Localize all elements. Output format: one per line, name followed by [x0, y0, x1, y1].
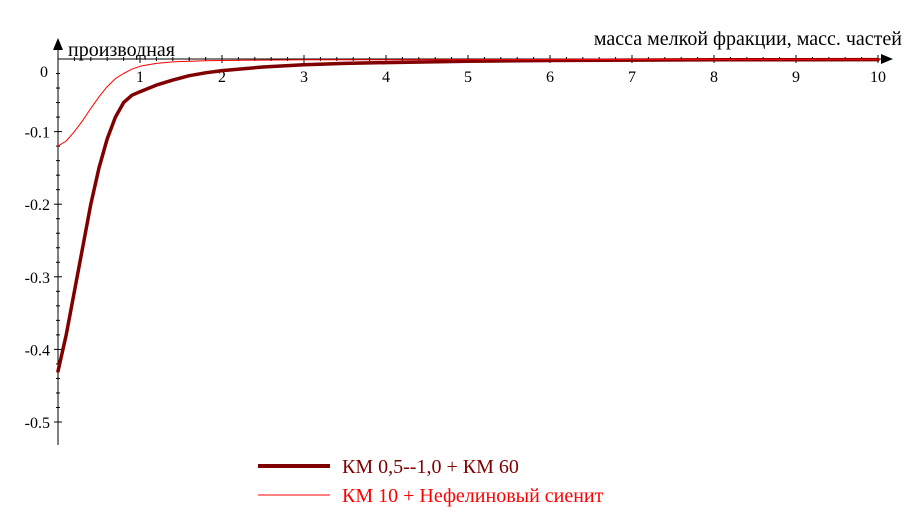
- y-tick-label: -0.4: [25, 342, 50, 359]
- x-axis-arrow: [881, 54, 893, 64]
- x-tick-label: 4: [382, 69, 390, 86]
- x-tick-label: 6: [546, 69, 554, 86]
- y-axis-arrow: [53, 38, 63, 50]
- x-tick-label: 10: [870, 69, 886, 86]
- legend-label-series-2: КМ 10 + Нефелиновый сиенит: [342, 485, 604, 507]
- series-2-line: [57, 58, 879, 147]
- legend: КМ 0,5--1,0 + КМ 60 КМ 10 + Нефелиновый …: [258, 456, 604, 507]
- legend-item-series-2: КМ 10 + Нефелиновый сиенит: [258, 485, 604, 507]
- series-layer: [56, 57, 880, 373]
- y-axis-title: производная: [68, 39, 175, 61]
- legend-label-series-1: КМ 0,5--1,0 + КМ 60: [342, 456, 519, 478]
- axes: [53, 38, 893, 445]
- ticks: 1 2 3 4 5 6 7 8 9 10 -0.1 -0.2 -0.3 -0.4 -0.5: [25, 55, 886, 432]
- x-tick-label: 1: [136, 69, 144, 86]
- x-tick-label: 9: [792, 69, 800, 86]
- x-tick-label: 3: [300, 69, 308, 86]
- origin-label: 0: [40, 64, 48, 81]
- series-1-line: [56, 57, 880, 373]
- y-tick-label: -0.3: [25, 270, 50, 287]
- x-tick-label: 8: [710, 69, 718, 86]
- x-tick-label: 2: [218, 69, 226, 86]
- y-tick-label: -0.5: [25, 415, 50, 432]
- legend-item-series-1: КМ 0,5--1,0 + КМ 60: [258, 456, 519, 478]
- x-tick-label: 7: [628, 69, 636, 86]
- x-tick-label: 5: [464, 69, 472, 86]
- y-tick-label: -0.2: [25, 197, 50, 214]
- y-tick-label: -0.1: [25, 125, 50, 142]
- x-axis-title: масса мелкой фракции, масс. частей: [594, 28, 902, 50]
